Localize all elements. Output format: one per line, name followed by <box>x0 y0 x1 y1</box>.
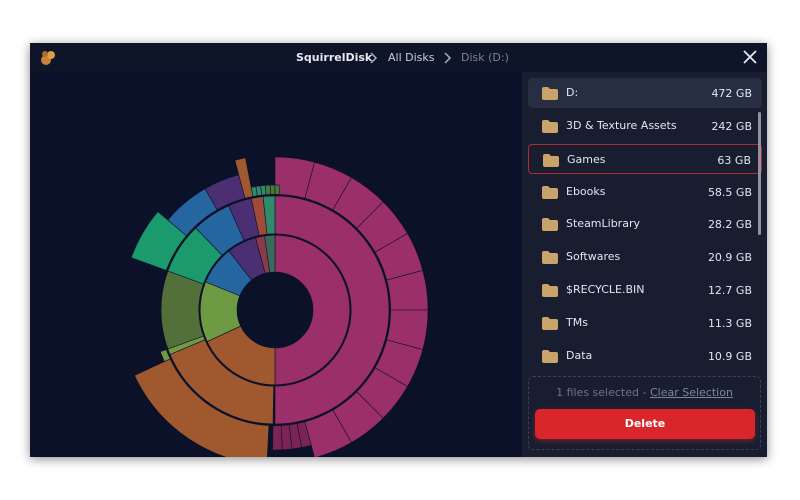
folder-name: Games <box>567 152 606 166</box>
drive-row[interactable]: D: 472 GB <box>528 78 762 108</box>
folder-size: 11.3 GB <box>707 316 752 330</box>
folder-row[interactable]: $RECYCLE.BIN 12.7 GB <box>528 275 762 305</box>
window: SquirrelDisk All Disks Disk (D:) D: 472 … <box>30 43 767 457</box>
folder-row[interactable]: SteamLibrary 28.2 GB <box>528 209 762 239</box>
folder-icon <box>542 87 558 100</box>
folder-size: 20.9 GB <box>707 251 752 265</box>
folder-icon <box>542 120 558 133</box>
folder-size: 242 GB <box>711 120 752 133</box>
folder-icon <box>542 185 558 199</box>
folder-name: Ebooks <box>566 184 606 198</box>
sidebar: D: 472 GB 3D & Texture Assets 242 GB Games… <box>522 72 767 457</box>
selection-status: 1 files selected - Clear Selection <box>529 386 760 399</box>
app-icon <box>41 51 55 65</box>
status-text: 1 files selected - <box>556 386 647 399</box>
clear-selection-link[interactable]: Clear Selection <box>649 386 733 399</box>
folder-size: 58.5 GB <box>707 185 752 199</box>
folder-row[interactable]: Ebooks 58.5 GB <box>528 177 762 207</box>
folder-row[interactable]: Softwares 20.9 GB <box>528 242 762 272</box>
close-button[interactable] <box>743 50 757 64</box>
chevron <box>444 52 452 64</box>
folder-name: Data <box>566 348 593 362</box>
drive-size: 472 GB <box>711 87 752 100</box>
breadcrumb: Disk (D:) <box>461 51 509 64</box>
folder-icon <box>542 316 558 330</box>
folder-name: TMs <box>566 315 588 329</box>
folder-name: $RECYCLE.BIN <box>566 283 645 296</box>
folder-size: 28.2 GB <box>707 218 752 232</box>
sunburst-segment[interactable] <box>265 184 271 196</box>
folder-size: 12.7 GB <box>707 284 752 297</box>
ring-separator <box>198 233 352 387</box>
folder-row[interactable]: TMs 11.3 GB <box>528 308 762 338</box>
sunburst-segment[interactable] <box>274 184 281 196</box>
folder-icon <box>543 153 559 167</box>
folder-row[interactable]: Games 63 GB <box>528 143 762 174</box>
sunburst-segment[interactable] <box>269 184 276 196</box>
folder-name: Softwares <box>566 250 621 264</box>
sunburst <box>130 156 429 457</box>
scrollbar[interactable] <box>758 112 761 235</box>
folder-name: 3D & Texture Assets <box>566 119 677 132</box>
chevron <box>370 52 378 64</box>
folder-size: 10.9 GB <box>707 349 752 363</box>
folder-name: SteamLibrary <box>566 217 640 231</box>
ring-separator <box>159 194 391 426</box>
folder-icon <box>542 251 558 265</box>
selection-panel: 1 files selected - Clear Selection Delet… <box>528 376 761 450</box>
sunburst-segment[interactable] <box>160 270 204 350</box>
drive-name: D: <box>566 86 579 99</box>
folder-size: 63 GB <box>717 153 751 167</box>
folder-icon <box>542 284 558 297</box>
app-name[interactable]: SquirrelDisk <box>296 51 373 64</box>
folder-row[interactable]: 3D & Texture Assets 242 GB <box>528 111 762 141</box>
breadcrumb[interactable]: All Disks <box>388 51 435 64</box>
sunburst-segment[interactable] <box>272 424 283 451</box>
delete-button[interactable]: Delete <box>535 409 755 439</box>
folder-icon <box>542 218 558 232</box>
title-bar: SquirrelDisk All Disks Disk (D:) <box>30 43 767 72</box>
folder-icon <box>542 349 558 363</box>
folder-row[interactable]: Data 10.9 GB <box>528 341 762 371</box>
